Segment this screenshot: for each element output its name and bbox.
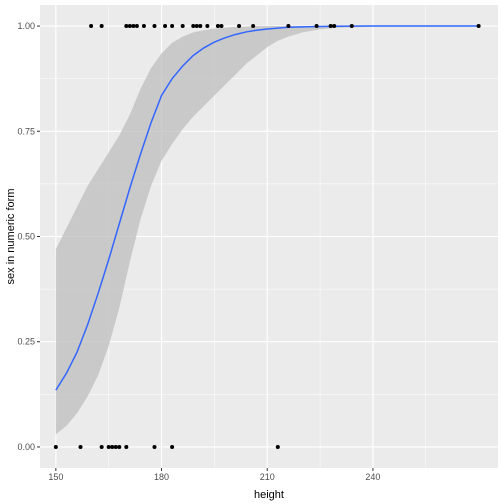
x-tick-label: 240 <box>365 472 380 482</box>
y-tick-label: 0.25 <box>17 337 35 347</box>
data-point <box>163 24 168 29</box>
data-points <box>53 24 481 449</box>
y-tick-label: 0.50 <box>17 232 35 242</box>
y-axis-ticks: 0.00 0.25 0.50 0.75 1.00 <box>17 21 40 452</box>
data-point <box>99 444 104 449</box>
data-point <box>275 444 280 449</box>
data-point <box>117 444 122 449</box>
data-point <box>191 24 196 29</box>
data-point <box>286 24 291 29</box>
data-point <box>215 24 220 29</box>
data-point <box>152 24 157 29</box>
data-point <box>349 24 354 29</box>
data-point <box>113 444 118 449</box>
data-point <box>131 24 136 29</box>
data-point <box>89 24 94 29</box>
data-point <box>127 24 132 29</box>
data-point <box>106 444 111 449</box>
y-tick-label: 1.00 <box>17 21 35 31</box>
data-point <box>110 444 115 449</box>
data-point <box>124 444 129 449</box>
data-point <box>53 444 58 449</box>
data-point <box>328 24 333 29</box>
data-point <box>219 24 224 29</box>
y-axis-title: sex in numeric form <box>5 189 17 285</box>
data-point <box>152 444 157 449</box>
data-point <box>134 24 139 29</box>
data-point <box>332 24 337 29</box>
y-tick-label: 0.75 <box>17 126 35 136</box>
x-axis-ticks: 150 180 210 240 <box>48 468 380 482</box>
data-point <box>476 24 481 29</box>
confidence-band <box>55 26 479 435</box>
data-point <box>251 24 256 29</box>
data-point <box>194 24 199 29</box>
data-point <box>314 24 319 29</box>
x-tick-label: 180 <box>154 472 169 482</box>
data-point <box>78 444 83 449</box>
data-point <box>124 24 129 29</box>
data-point <box>198 24 203 29</box>
data-point <box>180 24 185 29</box>
data-point <box>237 24 242 29</box>
data-point <box>205 24 210 29</box>
data-point <box>99 24 104 29</box>
data-point <box>170 444 175 449</box>
fit-line <box>55 25 479 391</box>
x-tick-label: 150 <box>48 472 63 482</box>
y-tick-label: 0.00 <box>17 442 35 452</box>
x-tick-label: 210 <box>260 472 275 482</box>
data-point <box>141 24 146 29</box>
x-axis-title: height <box>254 489 284 501</box>
data-point <box>170 24 175 29</box>
major-gridlines <box>40 5 498 468</box>
